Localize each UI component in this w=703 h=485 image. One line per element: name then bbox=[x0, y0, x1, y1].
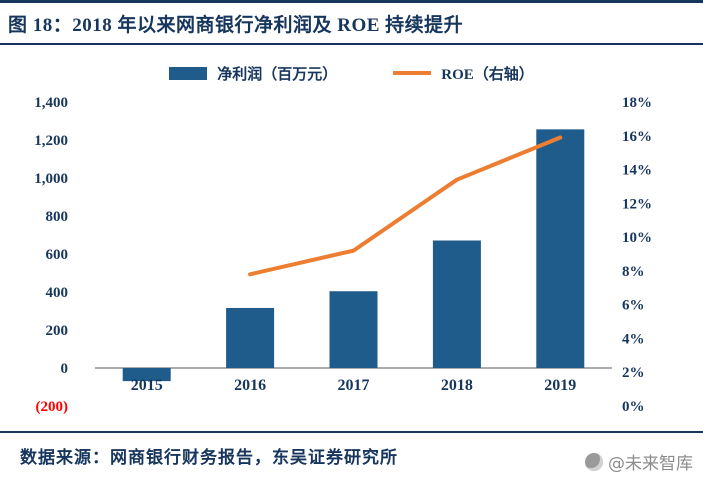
left-axis-tick-label: 1,000 bbox=[34, 171, 68, 187]
bar-2016 bbox=[226, 307, 275, 368]
legend-label-net-profit: 净利润（百万元） bbox=[217, 66, 338, 83]
left-axis-tick-label: 800 bbox=[46, 209, 69, 225]
x-axis-label-2016: 2016 bbox=[234, 377, 266, 394]
source-text: 数据来源：网商银行财务报告，东吴证券研究所 bbox=[20, 448, 398, 467]
right-axis-tick-label: 16% bbox=[622, 129, 652, 145]
roe-line bbox=[248, 135, 563, 277]
bar-2019 bbox=[536, 129, 585, 368]
x-axis-label-2018: 2018 bbox=[441, 377, 473, 394]
left-axis-tick-label: 1,200 bbox=[34, 133, 68, 149]
left-axis-tick-label: (200) bbox=[36, 399, 69, 415]
legend-item-net-profit: 净利润（百万元） bbox=[169, 63, 337, 84]
weilai-zhiku-logo-icon bbox=[585, 452, 603, 471]
source-footer: 数据来源：网商银行财务报告，东吴证券研究所 bbox=[0, 431, 703, 485]
legend-label-roe: ROE（右轴） bbox=[441, 66, 534, 83]
title-bar: 图 18：2018 年以来网商银行净利润及 ROE 持续提升 bbox=[0, 0, 703, 45]
x-axis-label-2019: 2019 bbox=[544, 377, 576, 394]
left-axis-tick-label: 400 bbox=[46, 285, 69, 301]
watermark-text: @未来智库 bbox=[608, 454, 693, 474]
watermark: @未来智库 bbox=[583, 448, 695, 475]
right-axis-tick-label: 6% bbox=[622, 298, 645, 314]
bar-2018 bbox=[432, 240, 481, 368]
net-profit-bar-swatch-icon bbox=[169, 66, 208, 80]
x-axis-label-2017: 2017 bbox=[338, 377, 370, 394]
right-axis-tick-label: 14% bbox=[622, 163, 652, 179]
left-axis-tick-label: 0 bbox=[61, 361, 69, 377]
bar-2017 bbox=[329, 291, 378, 368]
legend-item-roe: ROE（右轴） bbox=[393, 63, 534, 84]
roe-line-swatch-icon bbox=[393, 71, 432, 75]
chart-title: 图 18：2018 年以来网商银行净利润及 ROE 持续提升 bbox=[8, 15, 464, 36]
right-axis-tick-label: 18% bbox=[622, 95, 652, 111]
bar-2015 bbox=[122, 368, 171, 382]
left-axis-tick-label: 1,400 bbox=[34, 95, 68, 111]
right-axis-tick-label: 8% bbox=[622, 264, 645, 280]
combo-chart: (200) 0 200 400 600 800 1,000 1,200 1,400 0% 2% 4% 6… bbox=[34, 95, 652, 415]
right-axis-tick-label: 2% bbox=[622, 365, 645, 381]
right-axis-tick-label: 12% bbox=[622, 196, 652, 212]
left-axis-tick-label: 200 bbox=[46, 323, 69, 339]
chart-legend: 净利润（百万元） ROE（右轴） bbox=[0, 60, 703, 86]
right-axis-tick-label: 0% bbox=[622, 399, 645, 415]
right-axis-tick-label: 4% bbox=[622, 331, 645, 347]
x-axis-label-2015: 2015 bbox=[131, 377, 163, 394]
right-axis-tick-label: 10% bbox=[622, 230, 652, 246]
chart-area: (200) 0 200 400 600 800 1,000 1,200 1,400 0% 2% 4% 6… bbox=[0, 88, 703, 433]
left-axis-tick-label: 600 bbox=[46, 247, 69, 263]
